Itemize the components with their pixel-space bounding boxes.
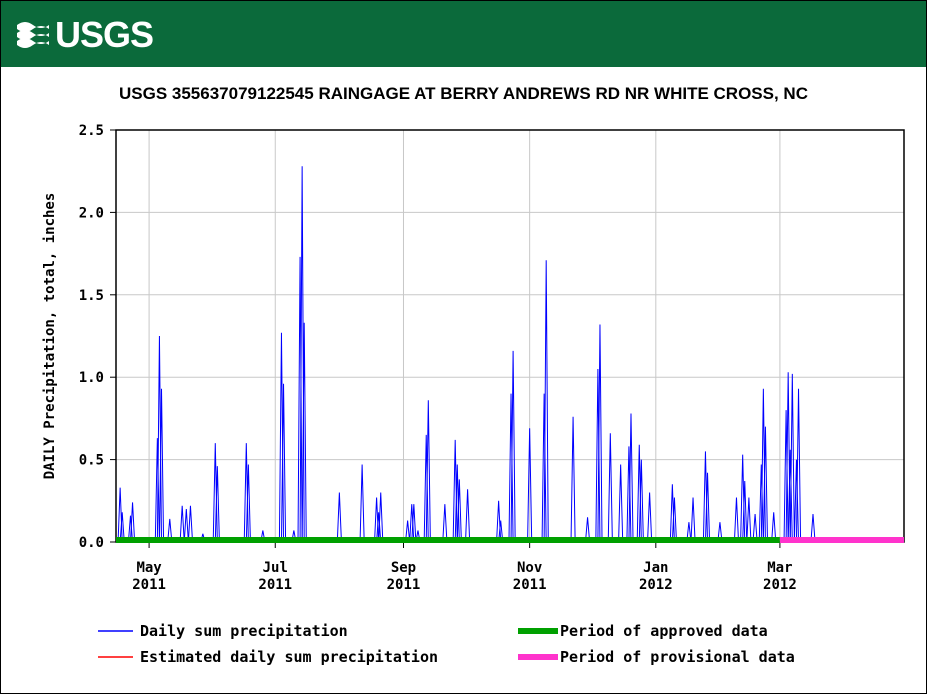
precip-spike	[733, 497, 740, 543]
precip-spike	[543, 260, 549, 543]
x-tick-year: 2011	[132, 577, 166, 593]
precip-spike	[795, 388, 802, 543]
precip-spike	[508, 393, 514, 543]
y-tick-label: 2.0	[79, 205, 104, 221]
y-tick-label: 2.5	[79, 123, 104, 139]
precip-spike	[638, 459, 644, 543]
precip-spike	[405, 520, 411, 543]
period-bar	[779, 537, 904, 543]
precip-spike	[746, 497, 752, 543]
precip-spike	[425, 400, 431, 543]
precip-spike	[496, 500, 502, 543]
precip-spike	[771, 512, 777, 543]
precip-spike	[510, 350, 516, 543]
precip-spike	[245, 464, 251, 543]
usgs-wave-icon	[17, 22, 49, 48]
precip-spike	[119, 512, 125, 543]
precip-spike	[301, 322, 307, 543]
period-bar	[116, 537, 780, 543]
precip-spike	[570, 416, 576, 543]
y-tick-label: 1.5	[79, 288, 104, 304]
precip-spike	[465, 489, 471, 543]
precip-spike	[690, 497, 696, 543]
y-axis-label: DAILY Precipitation, total, inches	[42, 193, 58, 480]
x-tick-year: 2011	[513, 577, 547, 593]
precip-spike	[454, 464, 460, 543]
y-tick-label: 1.0	[79, 370, 104, 386]
precip-spike	[409, 504, 415, 543]
precip-spike	[376, 512, 382, 543]
legend-label: Estimated daily sum precipitation	[140, 648, 438, 666]
precip-spike	[541, 393, 547, 543]
precip-spike	[647, 492, 653, 543]
x-tick-month: Nov	[517, 560, 542, 576]
x-tick-year: 2012	[763, 577, 797, 593]
precip-spike	[359, 464, 365, 543]
precip-spike	[158, 388, 165, 543]
x-tick-year: 2011	[387, 577, 421, 593]
precip-spike	[783, 410, 789, 543]
precip-spike	[129, 502, 136, 543]
precip-spike	[787, 449, 793, 543]
x-tick-month: Jan	[643, 560, 668, 576]
legend-label: Period of provisional data	[560, 648, 795, 666]
precip-spike	[378, 492, 384, 543]
precip-spike	[686, 522, 692, 543]
legend-swatch	[518, 654, 558, 660]
precip-spike	[411, 504, 417, 543]
legend-label: Daily sum precipitation	[140, 622, 348, 640]
precip-spike	[498, 520, 504, 543]
precip-spike	[456, 479, 462, 543]
x-tick-year: 2011	[258, 577, 292, 593]
precip-spike	[618, 464, 624, 543]
precip-spike	[752, 513, 758, 543]
y-tick-label: 0.5	[79, 453, 104, 469]
precip-spike	[597, 324, 603, 543]
precip-spike	[626, 446, 632, 543]
precip-spike	[717, 522, 723, 543]
x-tick-year: 2012	[639, 577, 673, 593]
precip-spike	[793, 459, 800, 543]
precip-spike	[762, 426, 768, 543]
precip-spike	[127, 515, 134, 543]
usgs-banner: USGS	[1, 1, 926, 67]
precip-spike	[183, 509, 189, 543]
precip-spike	[154, 438, 160, 543]
precip-spike	[584, 517, 591, 543]
y-tick-label: 0.0	[79, 535, 104, 551]
precip-spike	[671, 497, 677, 543]
x-tick-month: Jul	[263, 560, 288, 576]
x-tick-month: May	[136, 560, 162, 576]
precip-spike	[280, 383, 287, 543]
legend-label: Period of approved data	[560, 622, 768, 640]
precip-spike	[214, 466, 220, 543]
precip-spike	[636, 444, 642, 543]
usgs-logo-text: USGS	[55, 14, 154, 55]
usgs-logo: USGS	[15, 13, 154, 57]
legend-swatch	[518, 628, 558, 634]
precip-spike	[297, 256, 303, 543]
precip-spike	[607, 433, 613, 543]
precip-spike	[179, 505, 185, 543]
precip-spike	[742, 481, 748, 543]
precip-spike	[628, 413, 634, 543]
precip-spike	[789, 373, 795, 543]
precip-spike	[442, 504, 448, 543]
precip-spike	[423, 434, 429, 543]
precip-spike	[758, 464, 764, 543]
precip-spike	[336, 492, 342, 543]
precip-spike	[704, 472, 711, 543]
precip-spike	[810, 513, 816, 543]
x-tick-month: Mar	[767, 560, 792, 576]
x-tick-month: Sep	[391, 560, 416, 576]
chart-title: USGS 355637079122545 RAINGAGE AT BERRY A…	[119, 84, 808, 103]
precip-spike	[187, 505, 194, 543]
precip-spike	[595, 368, 601, 543]
precip-spike	[167, 518, 173, 543]
precip-spike	[527, 428, 533, 543]
